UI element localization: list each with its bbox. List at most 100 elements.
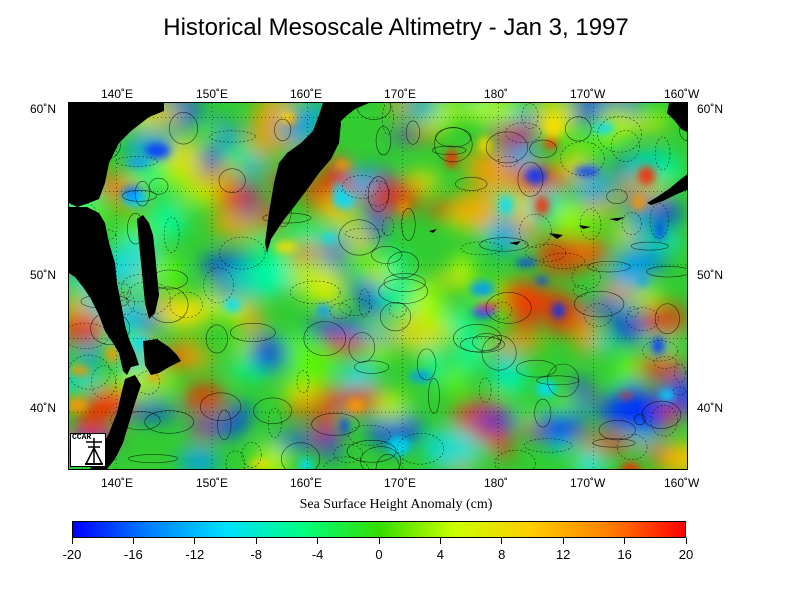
contour-line (281, 442, 321, 469)
contour-line (650, 404, 678, 437)
contour-line (435, 127, 472, 148)
contour-line (383, 273, 426, 292)
anomaly-blob (220, 149, 258, 164)
contour-line (565, 116, 592, 142)
anomaly-blob (451, 187, 500, 231)
contour-line (519, 213, 552, 248)
contour-line (523, 438, 573, 453)
anomaly-spot (543, 136, 558, 150)
anomaly-blob (69, 312, 108, 345)
colorbar-tick (317, 538, 319, 544)
contour-line (134, 180, 150, 207)
contour-line (598, 419, 636, 441)
contour-line (354, 360, 390, 374)
anomaly-spot (399, 199, 408, 216)
anomaly-blob (544, 397, 586, 411)
contour-line (679, 119, 687, 142)
contour-line (401, 207, 416, 241)
contour-line (69, 202, 96, 220)
anomaly-spot (126, 158, 150, 168)
contour-line (481, 335, 517, 371)
anomaly-spot (636, 277, 650, 285)
colorbar-tick (624, 538, 626, 544)
anomaly-blob (442, 367, 468, 395)
contour-line (517, 161, 544, 197)
anomaly-spot (637, 166, 656, 186)
anomaly-blob (365, 201, 386, 245)
anomaly-blob (576, 200, 623, 216)
contour-line (311, 412, 360, 436)
anomaly-blob (179, 444, 219, 469)
contour-line (115, 156, 158, 167)
left-lat-label: 40˚N (30, 401, 57, 415)
contour-line (597, 116, 643, 153)
colorbar-tick-label: 8 (498, 547, 506, 562)
contour-line (205, 324, 228, 354)
contour-line (654, 136, 671, 171)
contour-line (365, 180, 390, 207)
contour-line (217, 409, 232, 441)
land-asia-coast (69, 207, 139, 375)
contour-line (536, 375, 579, 386)
anomaly-blob (573, 241, 598, 255)
contour-line (610, 130, 640, 162)
contour-line (494, 449, 536, 469)
contour-line (674, 363, 686, 383)
contour-line (641, 400, 682, 429)
anomaly-blob (154, 255, 184, 289)
contour-line (646, 265, 687, 278)
anomaly-spot (524, 167, 547, 185)
bottom-lon-label: 170˚W (570, 476, 606, 490)
contour-line (587, 261, 631, 273)
contour-line (127, 454, 179, 464)
colorbar-tick-label: -16 (123, 547, 143, 562)
anomaly-spot (478, 136, 491, 153)
anomaly-blob (201, 122, 225, 145)
contour-line (241, 441, 262, 468)
contour-line (653, 356, 678, 369)
contour-line (163, 216, 180, 253)
top-lon-label: 170˚W (570, 87, 606, 101)
bottom-lon-label: 140˚E (101, 476, 134, 490)
contour-line (630, 241, 669, 251)
bottom-lon-label: 170˚E (384, 476, 417, 490)
top-lon-label: 180˚ (484, 87, 509, 101)
colorbar-tick (378, 538, 380, 544)
contour-line (267, 407, 282, 439)
colorbar-tick-label: 12 (555, 547, 571, 562)
anomaly-blob (191, 426, 215, 440)
contour-line (396, 433, 445, 465)
anomaly-spot (574, 166, 600, 177)
anomaly-spot (298, 457, 313, 469)
contour-lines (69, 103, 687, 469)
contour-line (428, 377, 440, 414)
anomaly-blob (564, 134, 621, 149)
anomaly-blob (213, 186, 262, 209)
land-masses (69, 103, 687, 469)
contour-line (433, 126, 473, 163)
contour-line (117, 291, 135, 315)
contour-line (329, 303, 352, 320)
contour-line (296, 370, 310, 394)
anomaly-blob (240, 304, 264, 336)
colorbar-tick (132, 538, 134, 544)
colorbar-tick-label: 16 (617, 547, 632, 562)
left-lat-label: 50˚N (30, 268, 57, 282)
anomaly-spot (651, 336, 665, 355)
contour-line (405, 120, 420, 145)
anomaly-blob (526, 411, 585, 445)
anomaly-spot (620, 462, 642, 469)
colorbar (72, 521, 686, 538)
contour-line (642, 340, 679, 362)
top-lon-label: 140˚E (101, 87, 134, 101)
contour-line (380, 302, 411, 332)
contour-line (431, 145, 467, 155)
contour-line (375, 453, 401, 469)
contour-line (529, 139, 557, 159)
contour-line (338, 219, 380, 256)
contour-line (573, 290, 625, 318)
anomaly-blob (364, 178, 423, 214)
contour-line (91, 365, 117, 399)
contour-line (382, 103, 394, 135)
contour-line (571, 264, 601, 290)
